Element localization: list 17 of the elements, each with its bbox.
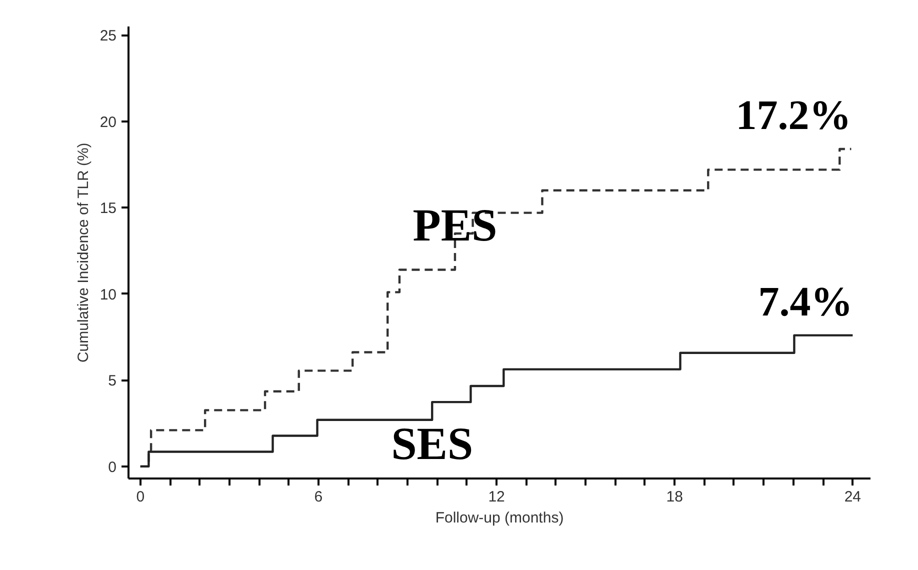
y-tick-label: 20 bbox=[100, 114, 117, 131]
y-tick-label: 15 bbox=[100, 200, 117, 218]
x-tick-label: 0 bbox=[136, 488, 145, 506]
annotation: 17.2% bbox=[736, 93, 852, 140]
x-axis-title: Follow-up (months) bbox=[435, 510, 564, 526]
y-tick-label: 10 bbox=[100, 286, 117, 304]
annotation: 7.4% bbox=[758, 280, 853, 326]
y-axis-title: Cumulative Incidence of TLR (%) bbox=[74, 142, 92, 363]
x-tick-label: 24 bbox=[844, 488, 862, 506]
series-label: PES bbox=[412, 199, 498, 250]
x-tick-label: 18 bbox=[666, 488, 683, 506]
y-tick-label: 5 bbox=[108, 372, 116, 390]
series-label: SES bbox=[391, 418, 474, 469]
y-tick-label: 0 bbox=[108, 458, 116, 476]
x-tick-label: 6 bbox=[314, 488, 323, 506]
y-tick-label: 25 bbox=[100, 28, 117, 45]
x-tick-label: 12 bbox=[488, 488, 505, 506]
